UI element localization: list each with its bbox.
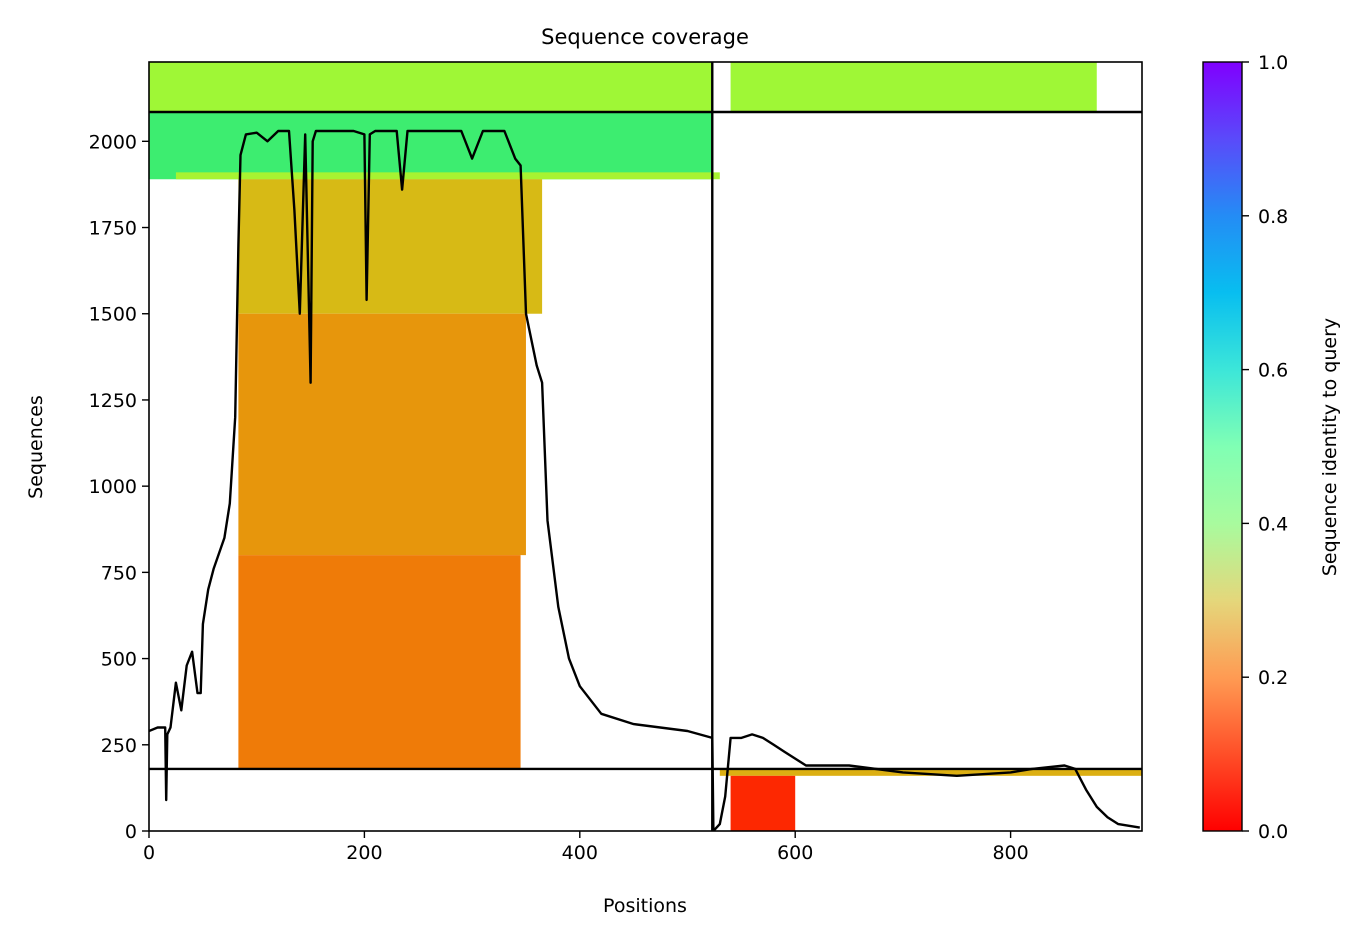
coverage-block-4 (238, 179, 543, 314)
coverage-block-3 (175, 172, 720, 180)
boundary-lines (149, 62, 1142, 831)
plot-area (149, 62, 1142, 831)
coverage-line (149, 129, 1140, 831)
x-tick-label: 600 (777, 842, 813, 864)
coverage-block-8 (730, 775, 796, 831)
y-tick-label: 750 (101, 562, 137, 584)
y-tick-label: 1000 (89, 476, 137, 498)
y-axis-label: Sequences (25, 395, 47, 499)
coverage-block-6 (238, 555, 521, 769)
colorbar-tick-label: 0.6 (1258, 360, 1288, 382)
coverage-block-1 (730, 62, 1097, 113)
coverage-block-2 (149, 112, 713, 180)
colorbar-tick-label: 0.2 (1258, 667, 1288, 689)
y-tick-label: 1500 (89, 304, 137, 326)
colorbar-frame (1202, 61, 1243, 832)
x-axis-ticks: 0 200 400 600 800 (143, 831, 1029, 864)
coverage-block-7 (719, 768, 1142, 776)
y-axis-ticks: 0 250 500 750 1000 1250 1500 1750 2000 (89, 131, 149, 843)
x-tick-label: 400 (562, 842, 598, 864)
chart-title: Sequence coverage (541, 25, 749, 49)
coverage-block-5 (238, 313, 526, 556)
y-tick-label: 500 (101, 649, 137, 671)
colorbar-label: Sequence identity to query (1319, 318, 1341, 576)
colorbar-tick-label: 0.8 (1258, 206, 1288, 228)
y-tick-label: 0 (125, 821, 137, 843)
colorbar-gradient (1203, 62, 1242, 831)
coverage-block-0 (149, 62, 713, 113)
colorbar-tick-label: 1.0 (1258, 52, 1288, 74)
y-tick-label: 1750 (89, 218, 137, 240)
x-tick-label: 0 (143, 842, 155, 864)
x-tick-label: 800 (992, 842, 1028, 864)
x-tick-label: 200 (346, 842, 382, 864)
y-tick-label: 250 (101, 735, 137, 757)
colorbar-tick-label: 0.4 (1258, 513, 1288, 535)
y-tick-label: 2000 (89, 131, 137, 153)
colorbar: 0.0 0.2 0.4 0.6 0.8 1.0 Sequence identity to … (1202, 52, 1341, 843)
colorbar-tick-label: 0.0 (1258, 821, 1288, 843)
coverage-blocks (149, 62, 1142, 831)
x-axis-label: Positions (603, 895, 687, 917)
colorbar-ticks: 0.0 0.2 0.4 0.6 0.8 1.0 (1242, 52, 1288, 843)
plot-frame (148, 61, 1143, 832)
y-tick-label: 1250 (89, 390, 137, 412)
